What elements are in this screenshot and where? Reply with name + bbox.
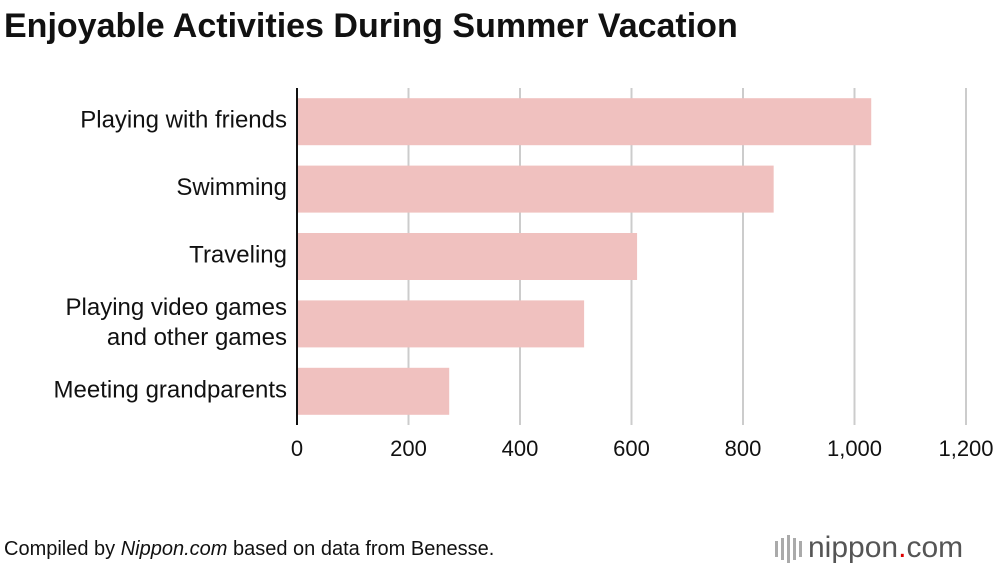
logo-part: nippon — [808, 531, 898, 564]
source-note: Compiled by Nippon.com based on data fro… — [4, 538, 494, 560]
chart-title: Enjoyable Activities During Summer Vacat… — [4, 7, 738, 45]
source-part: Nippon.com — [121, 538, 228, 560]
x-tick-label: 800 — [725, 436, 762, 461]
bar — [297, 367, 450, 415]
y-tick-label: Traveling — [189, 242, 287, 269]
x-tick-label: 400 — [502, 436, 539, 461]
bar — [297, 233, 638, 280]
x-tick-label: 200 — [390, 436, 427, 461]
x-tick-label: 1,000 — [827, 436, 882, 461]
y-tick-label: Playing with friends — [80, 107, 287, 134]
bar — [297, 98, 872, 146]
y-tick-label: Playing video games and other games — [66, 294, 287, 351]
logo-part: com — [906, 531, 963, 564]
source-part: Compiled by — [4, 538, 121, 560]
x-tick-label: 0 — [291, 436, 303, 461]
logo-icon — [775, 535, 802, 563]
y-tick-label: Meeting grandparents — [54, 377, 287, 404]
bar — [297, 165, 774, 213]
x-tick-label: 1,200 — [938, 436, 993, 461]
logo: nippon.com — [808, 531, 963, 564]
y-tick-label: Swimming — [176, 174, 287, 201]
x-tick-label: 600 — [613, 436, 650, 461]
logo-part: . — [898, 531, 906, 564]
bar — [297, 300, 585, 348]
source-part: based on data from Benesse. — [227, 538, 494, 560]
